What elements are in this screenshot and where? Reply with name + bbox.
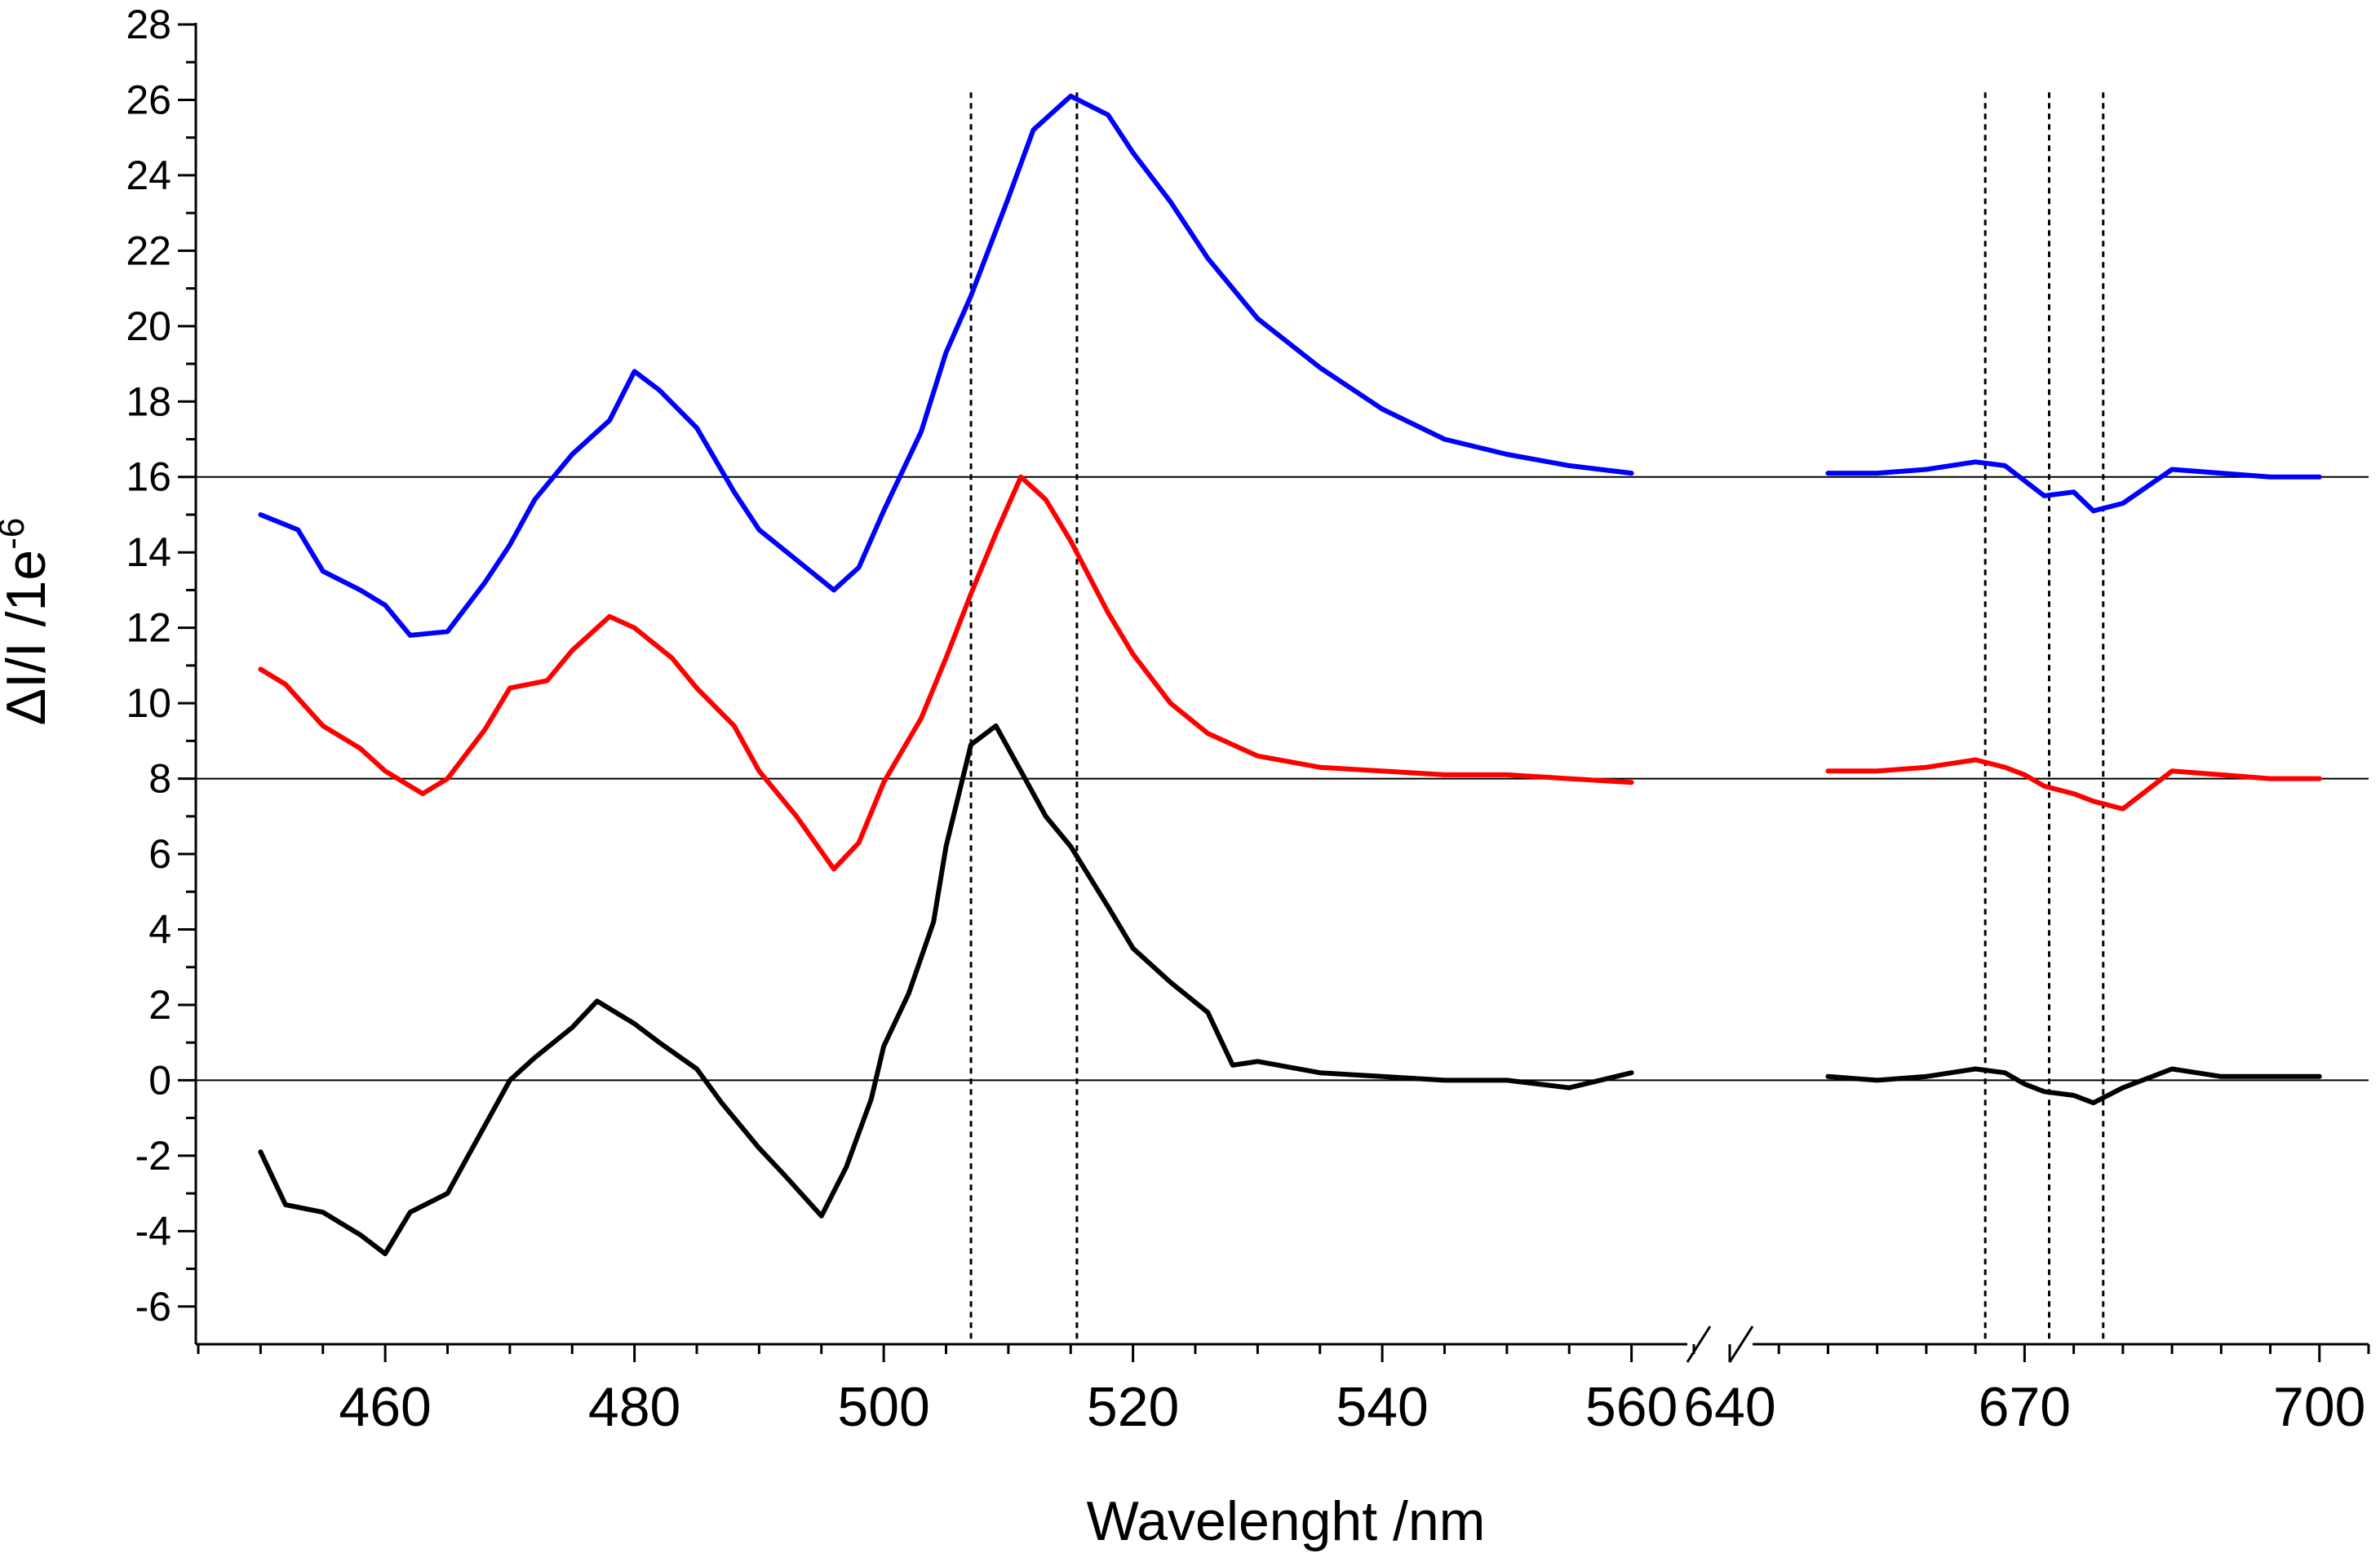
y-axis-title: ΔI/I /1e-6 (0, 518, 57, 726)
y-tick-label: 22 (126, 228, 171, 273)
y-tick-label: 16 (126, 454, 171, 500)
series-2-segment-0 (258, 723, 1634, 1257)
series-0-segment-1 (1825, 459, 2322, 514)
x-tick-label: 480 (588, 1376, 680, 1438)
y-tick-label: 26 (126, 77, 171, 122)
x-tick-label: 640 (1683, 1376, 1775, 1438)
x-tick-label: 700 (2273, 1376, 2365, 1438)
y-axis-title-superscript: -6 (0, 518, 32, 550)
x-axis-title: Wavelenght /nm (1087, 1490, 1486, 1552)
y-tick-label: 20 (126, 303, 171, 349)
y-tick-label: 14 (126, 529, 171, 575)
x-tick-label: 520 (1087, 1376, 1179, 1438)
y-axis-title-main: ΔI/I /1e (0, 550, 57, 726)
y-tick-label: 10 (126, 680, 171, 726)
y-tick-label: -4 (135, 1208, 171, 1254)
y-tick-label: 12 (126, 605, 171, 651)
series-1-segment-0 (258, 474, 1634, 872)
y-tick-label: 2 (148, 982, 171, 1028)
x-tick-label: 560 (1585, 1376, 1678, 1438)
series-group (258, 93, 2322, 1257)
y-tick-label: 18 (126, 378, 171, 424)
vertical-dashed-lines (969, 92, 2105, 1344)
axis-break-mark-2 (1728, 1325, 1754, 1363)
series-0-segment-0 (258, 93, 1634, 638)
series-1-segment-1 (1825, 757, 2322, 812)
series-2-segment-1 (1825, 1066, 2322, 1106)
baselines (196, 476, 2369, 1082)
x-tick-label: 460 (339, 1376, 431, 1438)
x-tick-label: 500 (837, 1376, 929, 1438)
y-tick-label: 4 (148, 906, 171, 952)
y-tick-label: 6 (148, 831, 171, 877)
y-tick-label: 24 (126, 153, 171, 198)
y-axis-title-group: ΔI/I /1e-6 (0, 518, 57, 726)
y-tick-label: 8 (148, 756, 171, 802)
y-tick-label: 0 (148, 1057, 171, 1103)
y-tick-label: -2 (135, 1133, 171, 1179)
y-tick-label: 28 (126, 2, 171, 47)
x-tick-label: 540 (1336, 1376, 1428, 1438)
axis-break-mark-1 (1686, 1325, 1712, 1363)
x-tick-label: 670 (1979, 1376, 2071, 1438)
y-tick-label: -6 (135, 1284, 171, 1330)
